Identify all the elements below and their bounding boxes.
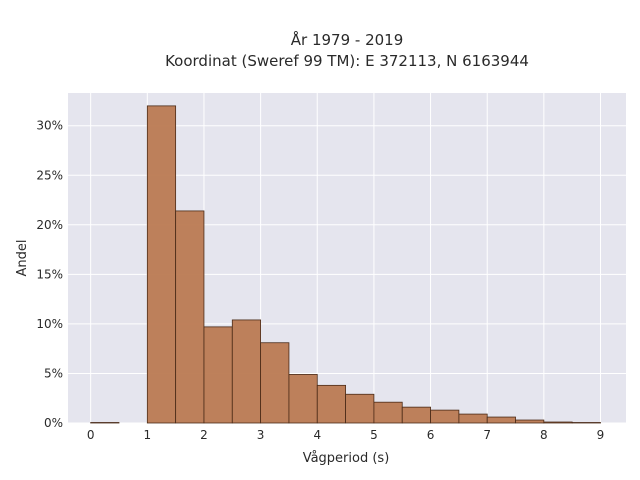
y-tick-label: 0%	[44, 416, 63, 430]
histogram-bar	[430, 409, 460, 424]
y-tick-label: 20%	[36, 218, 63, 232]
histogram-bar	[175, 210, 205, 424]
histogram-bar	[345, 393, 375, 424]
histogram-bar	[401, 406, 431, 424]
x-tick-label: 3	[257, 428, 265, 442]
x-tick-label: 5	[370, 428, 378, 442]
x-tick-label: 1	[143, 428, 151, 442]
y-tick-label: 10%	[36, 317, 63, 331]
histogram-bar	[316, 384, 346, 424]
histogram-bar	[373, 401, 403, 424]
histogram-bar	[515, 419, 545, 424]
x-tick-label: 8	[540, 428, 548, 442]
histogram-bar	[203, 326, 233, 424]
x-tick-label: 7	[483, 428, 491, 442]
y-tick-label: 5%	[44, 366, 63, 380]
histogram-bar	[288, 374, 318, 424]
histogram-bar	[458, 413, 488, 424]
histogram-bar	[146, 105, 177, 424]
x-tick-label: 0	[87, 428, 95, 442]
chart-subtitle: Koordinat (Sweref 99 TM): E 372113, N 61…	[165, 52, 529, 70]
x-tick-label: 6	[427, 428, 435, 442]
y-tick-label: 30%	[36, 119, 63, 133]
histogram-bar	[260, 342, 290, 424]
x-tick-label: 4	[313, 428, 321, 442]
x-tick-label: 2	[200, 428, 208, 442]
y-tick-label: 25%	[36, 168, 63, 182]
y-axis-ticks: 0% 5% 10% 15% 20% 25% 30%	[36, 119, 63, 430]
x-axis-ticks: 0 1 2 3 4 5 6 7 8 9	[87, 428, 604, 442]
histogram-bars	[90, 105, 601, 424]
y-tick-label: 15%	[36, 267, 63, 281]
histogram-bar	[543, 421, 573, 424]
histogram-bar	[231, 319, 262, 424]
chart-title: År 1979 - 2019	[291, 30, 404, 49]
y-axis-title: Andel	[15, 240, 30, 277]
histogram-bar	[486, 416, 516, 424]
x-tick-label: 9	[597, 428, 605, 442]
x-axis-title: Vågperiod (s)	[303, 451, 390, 466]
